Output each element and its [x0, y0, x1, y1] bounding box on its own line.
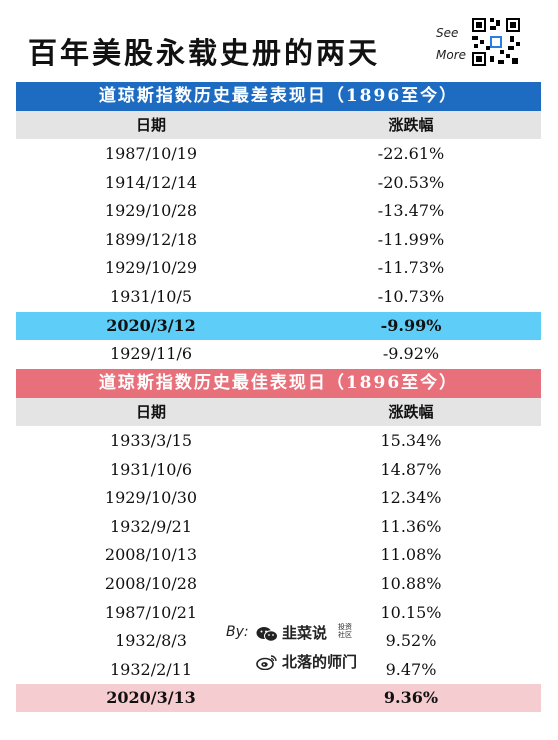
- wechat-account-name: 韭菜说: [282, 624, 328, 642]
- weibo-icon: [256, 655, 277, 670]
- worst-row-change: -22.61%: [377, 144, 445, 163]
- best-row-date: 1932/8/3: [115, 631, 187, 651]
- qr-code-icon: [470, 16, 522, 68]
- best-row-change: 9.36%: [383, 688, 439, 708]
- see-more-line2: More: [436, 48, 467, 62]
- best-row-date: 1933/3/15: [109, 431, 193, 450]
- wechat-icon: [256, 627, 278, 642]
- worst-row-change: -11.99%: [377, 229, 445, 249]
- best-row-change: 14.87%: [380, 459, 442, 479]
- worst-row-change: -11.73%: [377, 258, 445, 278]
- worst-table-row: 1929/11/6 -9.92%: [16, 340, 541, 368]
- best-col-date: 日期: [135, 403, 166, 421]
- see-more-label: See More: [436, 22, 466, 66]
- worst-row-date: 1929/10/29: [104, 258, 198, 278]
- credit-by: By:: [226, 624, 249, 640]
- best-table-row: 2008/10/28 10.88%: [16, 570, 541, 598]
- best-row-date: 1932/9/21: [109, 516, 193, 536]
- worst-row-change: -20.53%: [377, 172, 445, 192]
- page-title: 百年美股永载史册的两天: [28, 36, 381, 70]
- worst-col-change: 涨跌幅: [388, 116, 434, 134]
- best-col-change: 涨跌幅: [388, 403, 434, 421]
- worst-column-headers: 日期 涨跌幅: [16, 111, 541, 139]
- best-row-change: 15.34%: [380, 431, 442, 450]
- worst-table-row: 1914/12/14 -20.53%: [16, 169, 541, 197]
- best-table-row: 1987/10/21 10.15%: [16, 599, 541, 627]
- best-table-row: 1929/10/30 12.34%: [16, 484, 541, 512]
- best-row-date: 2020/3/13: [106, 688, 196, 708]
- best-row-change: 10.15%: [380, 602, 442, 622]
- weibo-account-name: 北落的师门: [282, 653, 358, 671]
- best-days-header: 道琼斯指数历史最佳表现日（1896至今）: [16, 369, 541, 398]
- best-row-date: 1932/2/11: [109, 659, 193, 679]
- best-row-date: 1929/10/30: [104, 488, 198, 508]
- worst-table-row: 1899/12/18 -11.99%: [16, 226, 541, 254]
- worst-days-header: 道琼斯指数历史最差表现日（1896至今）: [16, 82, 541, 111]
- best-row-date: 1987/10/21: [104, 602, 198, 622]
- best-table-row: 1931/10/6 14.87%: [16, 456, 541, 484]
- best-row-change: 12.34%: [380, 488, 442, 508]
- best-table-row: 2020/3/13 9.36%: [16, 684, 541, 713]
- worst-row-change: -9.99%: [380, 315, 442, 335]
- worst-table-row: 1929/10/28 -13.47%: [16, 197, 541, 225]
- worst-row-date: 1914/12/14: [104, 172, 198, 192]
- worst-row-date: 1929/11/6: [109, 344, 193, 364]
- worst-row-change: -9.92%: [382, 344, 440, 364]
- worst-table-row: 1931/10/5 -10.73%: [16, 283, 541, 311]
- worst-row-date: 2020/3/12: [106, 315, 196, 335]
- best-table-row: 1933/3/15 15.34%: [16, 427, 541, 455]
- see-more-line1: See: [436, 26, 459, 40]
- best-row-date: 1931/10/6: [109, 459, 193, 479]
- worst-table-row: 2020/3/12 -9.99%: [16, 311, 541, 340]
- best-row-date: 2008/10/28: [104, 574, 198, 593]
- worst-row-date: 1929/10/28: [104, 201, 198, 221]
- best-row-change: 10.88%: [380, 574, 442, 593]
- worst-row-date: 1899/12/18: [104, 229, 198, 249]
- worst-col-date: 日期: [135, 116, 166, 134]
- best-row-change: 11.08%: [380, 545, 442, 565]
- best-column-headers: 日期 涨跌幅: [16, 398, 541, 426]
- worst-table-row: 1987/10/19 -22.61%: [16, 140, 541, 168]
- best-table-row: 1932/2/11 9.47%: [16, 656, 541, 684]
- worst-row-date: 1987/10/19: [104, 144, 198, 163]
- best-row-date: 2008/10/13: [104, 545, 198, 565]
- worst-row-date: 1931/10/5: [109, 287, 193, 306]
- best-table-row: 1932/8/3 9.52%: [16, 627, 541, 655]
- best-table-row: 1932/9/21 11.36%: [16, 513, 541, 541]
- worst-row-change: -10.73%: [377, 287, 445, 306]
- best-table-row: 2008/10/13 11.08%: [16, 541, 541, 569]
- worst-row-change: -13.47%: [377, 201, 445, 221]
- best-row-change: 9.47%: [385, 659, 437, 679]
- best-row-change: 11.36%: [380, 516, 442, 536]
- wechat-account-sub: 投资社区: [338, 623, 352, 639]
- best-row-change: 9.52%: [385, 631, 437, 651]
- worst-table-row: 1929/10/29 -11.73%: [16, 254, 541, 282]
